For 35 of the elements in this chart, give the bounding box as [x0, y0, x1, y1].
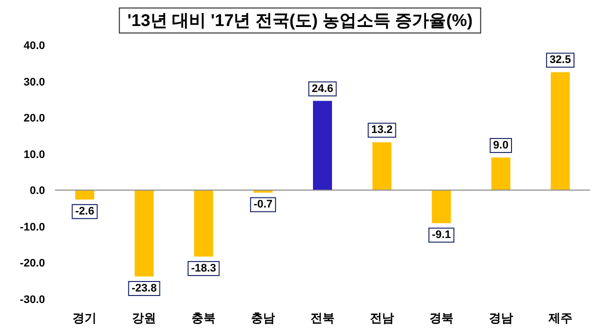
bar	[550, 72, 570, 190]
bar	[491, 157, 510, 190]
y-tick-label: 40.0	[24, 40, 45, 52]
bar	[134, 190, 154, 277]
y-tick-label: -20.0	[20, 258, 45, 270]
y-tick-label: -10.0	[20, 221, 45, 234]
x-tick-label: 전북	[310, 311, 334, 325]
y-tick-label: -30.0	[20, 294, 45, 306]
x-tick-label: 제주	[547, 311, 572, 325]
data-label: 24.6	[312, 82, 334, 95]
data-label: -0.7	[254, 198, 273, 211]
data-label: -23.8	[132, 282, 157, 295]
bar	[372, 142, 392, 190]
data-label: 9.0	[493, 139, 508, 152]
x-tick-label: 경남	[488, 311, 513, 325]
bar	[312, 100, 332, 190]
x-tick-label: 충남	[251, 311, 276, 325]
x-tick-label: 충북	[192, 311, 216, 325]
data-label: 13.2	[371, 124, 393, 136]
x-tick-label: 전남	[370, 311, 394, 325]
bar	[432, 190, 451, 224]
bar	[194, 190, 214, 257]
data-label: 32.5	[550, 54, 571, 66]
x-tick-label: 경기	[72, 311, 97, 325]
x-tick-label: 강원	[132, 311, 156, 325]
data-label: -9.1	[432, 229, 451, 242]
chart-title: '13년 대비 '17년 전국(도) 농업소득 증가율(%)	[127, 11, 473, 30]
x-tick-label: 경북	[429, 311, 454, 325]
y-tick-label: 0.0	[30, 185, 45, 198]
data-label: -2.6	[75, 206, 94, 218]
data-label: -18.3	[191, 262, 216, 275]
y-tick-label: 30.0	[24, 76, 45, 88]
bar	[75, 190, 94, 200]
y-tick-label: 10.0	[24, 148, 45, 161]
y-tick-label: 20.0	[24, 112, 45, 125]
